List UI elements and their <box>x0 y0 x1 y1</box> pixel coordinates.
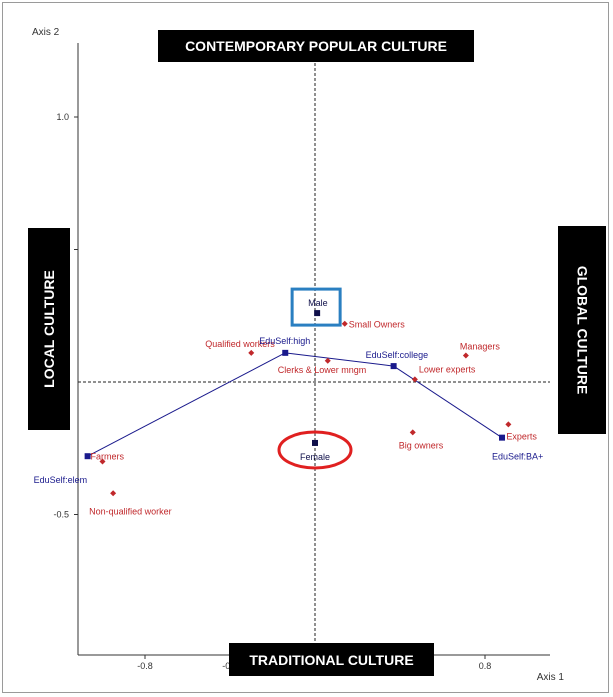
category-label: Farmers <box>91 452 125 462</box>
category-point <box>505 421 512 428</box>
category-label: Clerks & Lower mngm <box>278 365 367 375</box>
education-point <box>499 434 505 441</box>
category-label: Small Owners <box>349 320 406 330</box>
banner-bottom: TRADITIONAL CULTURE <box>229 643 434 676</box>
gender-label: Male <box>308 298 328 308</box>
education-label: EduSelf:college <box>366 350 429 360</box>
category-label: Big owners <box>399 440 444 450</box>
banner-left-label: LOCAL CULTURE <box>41 270 58 388</box>
banner-top-label: CONTEMPORARY POPULAR CULTURE <box>185 38 447 54</box>
category-point <box>324 357 331 364</box>
category-label: Lower experts <box>419 364 476 374</box>
banner-top: CONTEMPORARY POPULAR CULTURE <box>158 30 474 62</box>
gender-point <box>312 439 318 446</box>
y-tick-label: -0.5 <box>53 510 69 520</box>
banner-left: LOCAL CULTURE <box>28 228 70 430</box>
education-label: EduSelf:BA+ <box>492 452 543 462</box>
education-label: EduSelf:high <box>259 336 310 346</box>
category-label: Qualified workers <box>205 339 275 349</box>
education-path-segment <box>285 352 394 367</box>
banner-right: GLOBAL CULTURE <box>558 226 606 434</box>
education-point <box>390 363 397 370</box>
gender-label: Female <box>300 452 330 462</box>
y-axis-title: Axis 2 <box>32 27 60 38</box>
education-path-segment <box>87 352 286 457</box>
x-tick-label: 0.8 <box>479 661 492 671</box>
category-point <box>99 458 106 465</box>
category-point <box>462 352 469 359</box>
category-point <box>248 349 255 356</box>
education-point <box>282 349 289 356</box>
gender-point <box>314 310 321 317</box>
banner-bottom-label: TRADITIONAL CULTURE <box>249 651 414 668</box>
female-highlight-ellipse <box>277 430 353 470</box>
banner-right-label: GLOBAL CULTURE <box>574 265 590 395</box>
x-axis-title: Axis 1 <box>537 672 565 683</box>
education-point <box>84 453 91 460</box>
x-tick-label: -0.8 <box>137 661 153 671</box>
category-point <box>411 376 418 383</box>
education-label: EduSelf:elem <box>34 475 88 485</box>
category-point <box>409 429 416 436</box>
education-path-segment <box>393 365 503 439</box>
category-label: Managers <box>460 342 501 352</box>
category-label: Experts <box>506 431 537 441</box>
y-tick-label: 1.0 <box>56 112 69 122</box>
category-point <box>110 490 117 497</box>
category-point <box>341 320 348 327</box>
male-highlight-box <box>290 287 342 327</box>
category-label: Non-qualified worker <box>89 506 172 516</box>
